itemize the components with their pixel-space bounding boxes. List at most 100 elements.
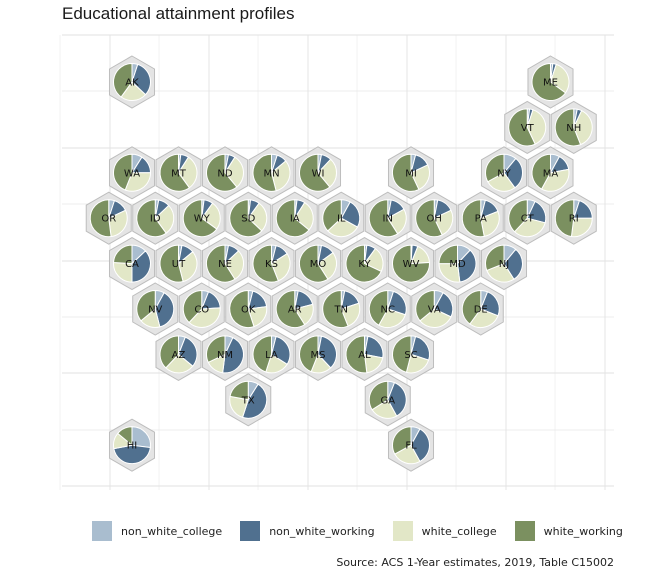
state-la: LA bbox=[248, 327, 295, 381]
pie-slice-white-college bbox=[419, 308, 452, 328]
state-label: LA bbox=[265, 350, 278, 361]
state-label: TN bbox=[333, 305, 348, 316]
state-fl: FL bbox=[387, 418, 435, 472]
state-ma: MA bbox=[527, 146, 574, 200]
state-label: DE bbox=[474, 305, 488, 316]
pie-slice-white-working bbox=[252, 244, 279, 283]
pie-slice-white-working bbox=[461, 289, 482, 325]
pie-slice-white-college bbox=[177, 156, 198, 189]
pie-slice-non-white-working bbox=[456, 249, 477, 283]
pie-slice-white-college bbox=[438, 263, 461, 283]
pie-slice-white-college bbox=[108, 209, 128, 238]
state-label: MN bbox=[263, 168, 279, 179]
state-label: WV bbox=[403, 259, 420, 270]
legend-item: non_white_college bbox=[92, 521, 222, 541]
hexmap-plot: AK ME VT NH WA MT ND MN WI MI NY MA OR ID WY SD IA IL IN OH… bbox=[59, 34, 614, 490]
pie-slice-white-college bbox=[124, 172, 152, 192]
pie-slice-white-working bbox=[554, 199, 575, 238]
pie-slice-white-working bbox=[368, 199, 399, 238]
pie-slice-white-college bbox=[469, 308, 499, 328]
state-ut: UT bbox=[155, 237, 202, 291]
state-label: UT bbox=[172, 259, 186, 270]
pie-slice-white-working bbox=[531, 62, 567, 101]
state-ne: NE bbox=[201, 237, 249, 291]
state-ct: CT bbox=[504, 191, 551, 245]
state-nh: NH bbox=[550, 100, 597, 154]
state-tx: TX bbox=[225, 373, 272, 427]
pie-slice-white-college bbox=[513, 217, 546, 238]
state-il: IL bbox=[318, 191, 365, 245]
state-ak: AK bbox=[108, 55, 156, 109]
state-de: DE bbox=[457, 282, 504, 336]
pie-slice-white-working bbox=[275, 289, 306, 328]
pie-slice-white-working bbox=[368, 289, 389, 326]
state-label: MS bbox=[311, 350, 326, 361]
pie-slice-white-college bbox=[154, 204, 175, 234]
state-md: MD bbox=[434, 237, 481, 291]
state-hi: HI bbox=[108, 418, 156, 472]
pie-slice-non-white-working bbox=[503, 157, 523, 189]
pie-slice-white-working bbox=[117, 426, 133, 447]
state-label: NM bbox=[217, 350, 233, 361]
state-ms: MS bbox=[294, 327, 342, 381]
state-label: WI bbox=[312, 168, 325, 179]
state-label: FL bbox=[405, 441, 417, 452]
pie-slice-white-working bbox=[392, 335, 412, 373]
pie-slice-white-college bbox=[113, 261, 133, 283]
pie-slice-white-working bbox=[159, 153, 191, 192]
state-nj: NJ bbox=[480, 237, 528, 291]
pie-slice-non-white-working bbox=[410, 335, 430, 361]
state-label: VT bbox=[521, 123, 535, 134]
pie-slice-white-working bbox=[136, 199, 167, 238]
pie-slice-non-white-working bbox=[131, 250, 151, 283]
legend-item: white_college bbox=[392, 521, 497, 541]
state-ia: IA bbox=[271, 191, 318, 245]
state-label: PA bbox=[475, 214, 487, 225]
legend: non_white_college non_white_working white_… bbox=[92, 520, 641, 542]
state-label: OH bbox=[427, 214, 442, 225]
state-nd: ND bbox=[201, 146, 249, 200]
pie-slice-white-working bbox=[299, 244, 329, 283]
pie-slice-white-college bbox=[487, 172, 516, 192]
state-label: ME bbox=[543, 78, 558, 89]
pie-slice-white-college bbox=[247, 202, 268, 232]
pie-slice-white-college bbox=[526, 109, 547, 145]
pie-slice-white-working bbox=[206, 153, 238, 192]
pie-slice-white-college bbox=[394, 444, 421, 465]
state-ca: CA bbox=[108, 237, 156, 291]
state-oh: OH bbox=[411, 191, 458, 245]
state-nv: NV bbox=[132, 282, 179, 336]
state-label: KS bbox=[265, 259, 278, 270]
state-label: HI bbox=[127, 441, 137, 452]
pie-slice-white-working bbox=[113, 244, 133, 265]
pie-slice-white-working bbox=[461, 199, 485, 238]
state-ny: NY bbox=[480, 146, 528, 200]
state-ks: KS bbox=[248, 237, 295, 291]
pie-slice-white-college bbox=[573, 109, 593, 146]
pie-slice-white-college bbox=[224, 156, 244, 188]
state-label: AL bbox=[358, 350, 371, 361]
pie-slice-white-working bbox=[159, 335, 179, 369]
pie-slice-white-working bbox=[415, 289, 435, 322]
pie-slice-non-white-working bbox=[317, 335, 337, 369]
pie-slice-white-college bbox=[294, 201, 314, 231]
state-me: ME bbox=[527, 55, 574, 109]
state-label: IL bbox=[337, 214, 346, 225]
pie-slice-white-working bbox=[206, 244, 236, 283]
state-label: RI bbox=[569, 214, 579, 225]
legend-label: non_white_college bbox=[121, 524, 223, 538]
pie-slice-white-working bbox=[113, 153, 133, 191]
state-nc: NC bbox=[364, 282, 411, 336]
state-label: CO bbox=[194, 305, 209, 316]
legend-item: non_white_working bbox=[240, 521, 375, 541]
state-id: ID bbox=[132, 191, 179, 245]
state-tn: TN bbox=[318, 282, 365, 336]
state-mn: MN bbox=[248, 146, 295, 200]
state-sd: SD bbox=[225, 191, 272, 245]
pie-slice-white-working bbox=[345, 335, 368, 374]
state-mi: MI bbox=[387, 146, 435, 200]
pie-slice-white-working bbox=[485, 153, 505, 183]
state-wv: WV bbox=[387, 237, 435, 291]
state-label: WY bbox=[194, 214, 211, 225]
pie-slice-white-working bbox=[229, 380, 249, 401]
